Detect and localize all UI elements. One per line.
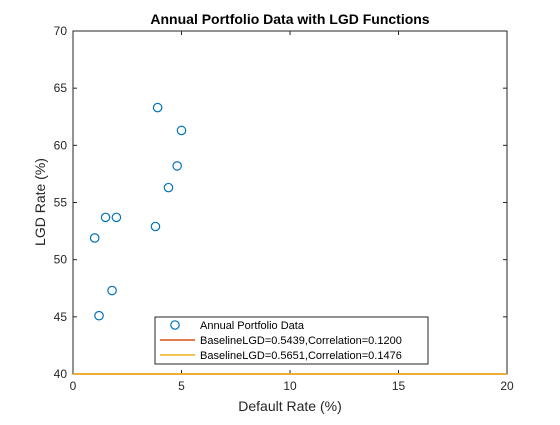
x-tick-label: 5 (178, 379, 185, 393)
y-tick-label: 45 (54, 310, 68, 324)
data-point (172, 161, 182, 171)
data-point (152, 102, 163, 113)
data-point (94, 310, 104, 321)
legend: Annual Portfolio Data BaselineLGD=0.5439… (154, 316, 429, 365)
legend-box (154, 316, 429, 365)
data-point (163, 182, 174, 193)
data-point (100, 212, 111, 223)
legend-label-baseline-2: BaselineLGD=0.5651,Correlation=0.1476 (200, 350, 402, 362)
x-tick-label: 15 (392, 379, 406, 393)
y-tick-label: 40 (54, 367, 68, 381)
y-axis-label: LGD Rate (%) (32, 158, 48, 246)
legend-marker-scatter (170, 320, 180, 330)
x-axis-label: Default Rate (%) (238, 398, 341, 414)
x-tick-label: 20 (500, 379, 514, 393)
legend-label-scatter: Annual Portfolio Data (200, 320, 305, 332)
data-point (111, 212, 122, 223)
y-tick-label: 70 (54, 24, 68, 38)
y-tick-label: 65 (54, 81, 68, 95)
plot-area: 0 5 10 15 20 40 45 50 55 60 65 70 (54, 24, 514, 393)
data-point (107, 285, 117, 296)
x-tick-label: 10 (283, 379, 297, 393)
data-point (150, 221, 161, 232)
chart-title: Annual Portfolio Data with LGD Functions (150, 11, 429, 27)
data-point (176, 125, 187, 136)
y-tick-label: 50 (54, 253, 68, 267)
x-tick-label: 0 (70, 379, 77, 393)
y-tick-label: 60 (54, 138, 68, 152)
legend-label-baseline-1: BaselineLGD=0.5439,Correlation=0.1200 (200, 335, 402, 347)
data-point (89, 233, 100, 243)
y-tick-label: 55 (54, 196, 68, 210)
